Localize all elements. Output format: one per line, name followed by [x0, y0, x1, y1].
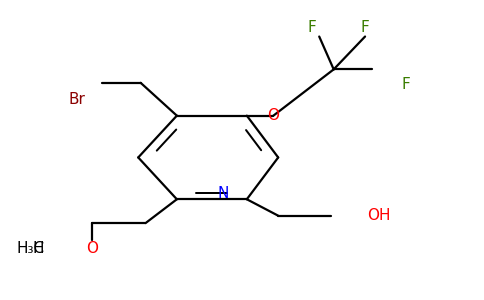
Text: F: F	[361, 20, 369, 35]
Text: H₃C: H₃C	[16, 241, 44, 256]
Text: O: O	[267, 108, 279, 123]
Text: H: H	[32, 241, 44, 256]
Text: F: F	[401, 77, 410, 92]
Text: F: F	[308, 20, 317, 35]
Text: N: N	[217, 186, 228, 201]
Text: OH: OH	[367, 208, 391, 223]
Text: Br: Br	[68, 92, 85, 107]
Text: O: O	[86, 241, 98, 256]
